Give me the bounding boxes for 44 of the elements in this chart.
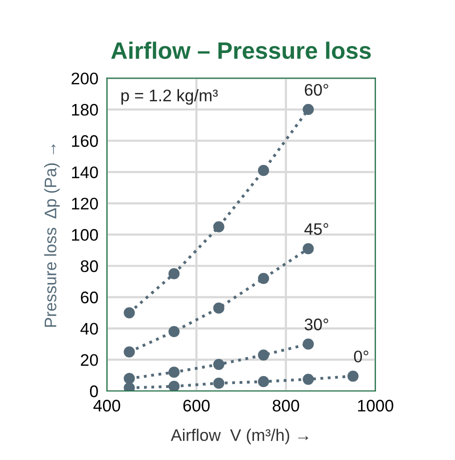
x-tick-label: 400 bbox=[93, 400, 120, 412]
x-tick-label: 1000 bbox=[358, 400, 394, 412]
x-tick-label: 600 bbox=[183, 400, 210, 412]
point bbox=[124, 382, 135, 391]
y-tick-label: 100 bbox=[72, 229, 98, 241]
series-label: 45° bbox=[304, 223, 328, 235]
point bbox=[213, 358, 224, 370]
point bbox=[302, 374, 314, 385]
y-tick-label: 20 bbox=[80, 354, 98, 366]
series-label: 0° bbox=[354, 350, 368, 362]
point bbox=[124, 372, 135, 384]
y-tick-label: 180 bbox=[72, 104, 98, 116]
y-tick-label: 0 bbox=[90, 385, 98, 398]
point bbox=[124, 307, 135, 318]
point bbox=[347, 370, 359, 382]
x-axis-title: Airflow V (m³/h) → bbox=[170, 428, 308, 444]
y-axis-title: Pressure loss Δp (Pa) → bbox=[44, 144, 60, 327]
point bbox=[258, 272, 270, 284]
point bbox=[258, 376, 270, 388]
y-tick-label: 160 bbox=[72, 135, 98, 147]
point bbox=[302, 243, 314, 254]
y-tick-label: 40 bbox=[80, 322, 98, 335]
point bbox=[302, 338, 314, 350]
y-tick-label: 200 bbox=[72, 72, 98, 84]
series-label: 60° bbox=[304, 84, 328, 96]
point bbox=[168, 366, 180, 378]
annotation: p = 1.2 kg/m³ bbox=[121, 89, 218, 105]
y-tick-label: 140 bbox=[72, 166, 98, 178]
point bbox=[258, 164, 270, 176]
point bbox=[168, 380, 180, 391]
x-tick-label: 800 bbox=[272, 400, 300, 412]
y-tick-label: 60 bbox=[80, 292, 98, 304]
point bbox=[213, 221, 224, 232]
y-tick-label: 120 bbox=[72, 198, 98, 210]
series-label: 30° bbox=[304, 318, 328, 330]
point bbox=[213, 302, 224, 314]
point bbox=[124, 346, 135, 358]
y-tick-label: 80 bbox=[80, 260, 98, 272]
point bbox=[213, 378, 224, 389]
point bbox=[168, 268, 180, 280]
chart-title: Airflow – Pressure loss bbox=[111, 42, 371, 59]
point bbox=[258, 349, 270, 361]
point bbox=[168, 326, 180, 338]
point bbox=[302, 104, 314, 116]
